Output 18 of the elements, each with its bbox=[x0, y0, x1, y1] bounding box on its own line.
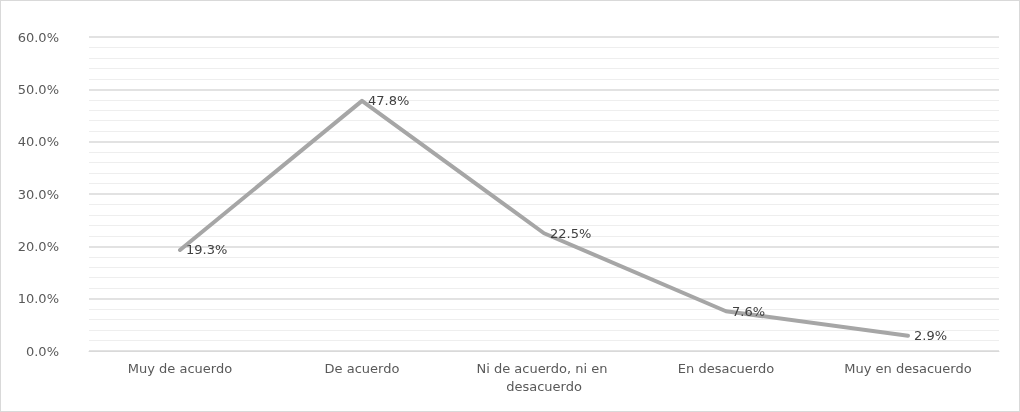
y-tick-label: 50.0% bbox=[17, 81, 59, 97]
y-tick-label: 0.0% bbox=[25, 343, 59, 359]
x-tick-label: Muy en desacuerdo bbox=[844, 360, 972, 376]
data-label: 47.8% bbox=[368, 93, 410, 109]
data-label: 19.3% bbox=[186, 242, 228, 258]
x-tick-label: De acuerdo bbox=[324, 360, 400, 376]
data-label: 7.6% bbox=[732, 303, 766, 319]
line-series bbox=[178, 98, 910, 338]
y-tick-label: 20.0% bbox=[17, 238, 59, 254]
y-tick-label: 30.0% bbox=[17, 186, 59, 202]
x-tick-label: En desacuerdo bbox=[677, 360, 775, 376]
x-tick-label: Muy de acuerdo bbox=[127, 360, 233, 376]
data-label: 22.5% bbox=[550, 225, 592, 241]
x-tick-label: Ni de acuerdo, ni en desacuerdo bbox=[476, 360, 612, 394]
y-tick-label: 10.0% bbox=[17, 291, 59, 307]
y-tick-label: 60.0% bbox=[17, 29, 59, 45]
data-label: 2.9% bbox=[914, 328, 948, 344]
y-tick-label: 40.0% bbox=[17, 134, 59, 150]
